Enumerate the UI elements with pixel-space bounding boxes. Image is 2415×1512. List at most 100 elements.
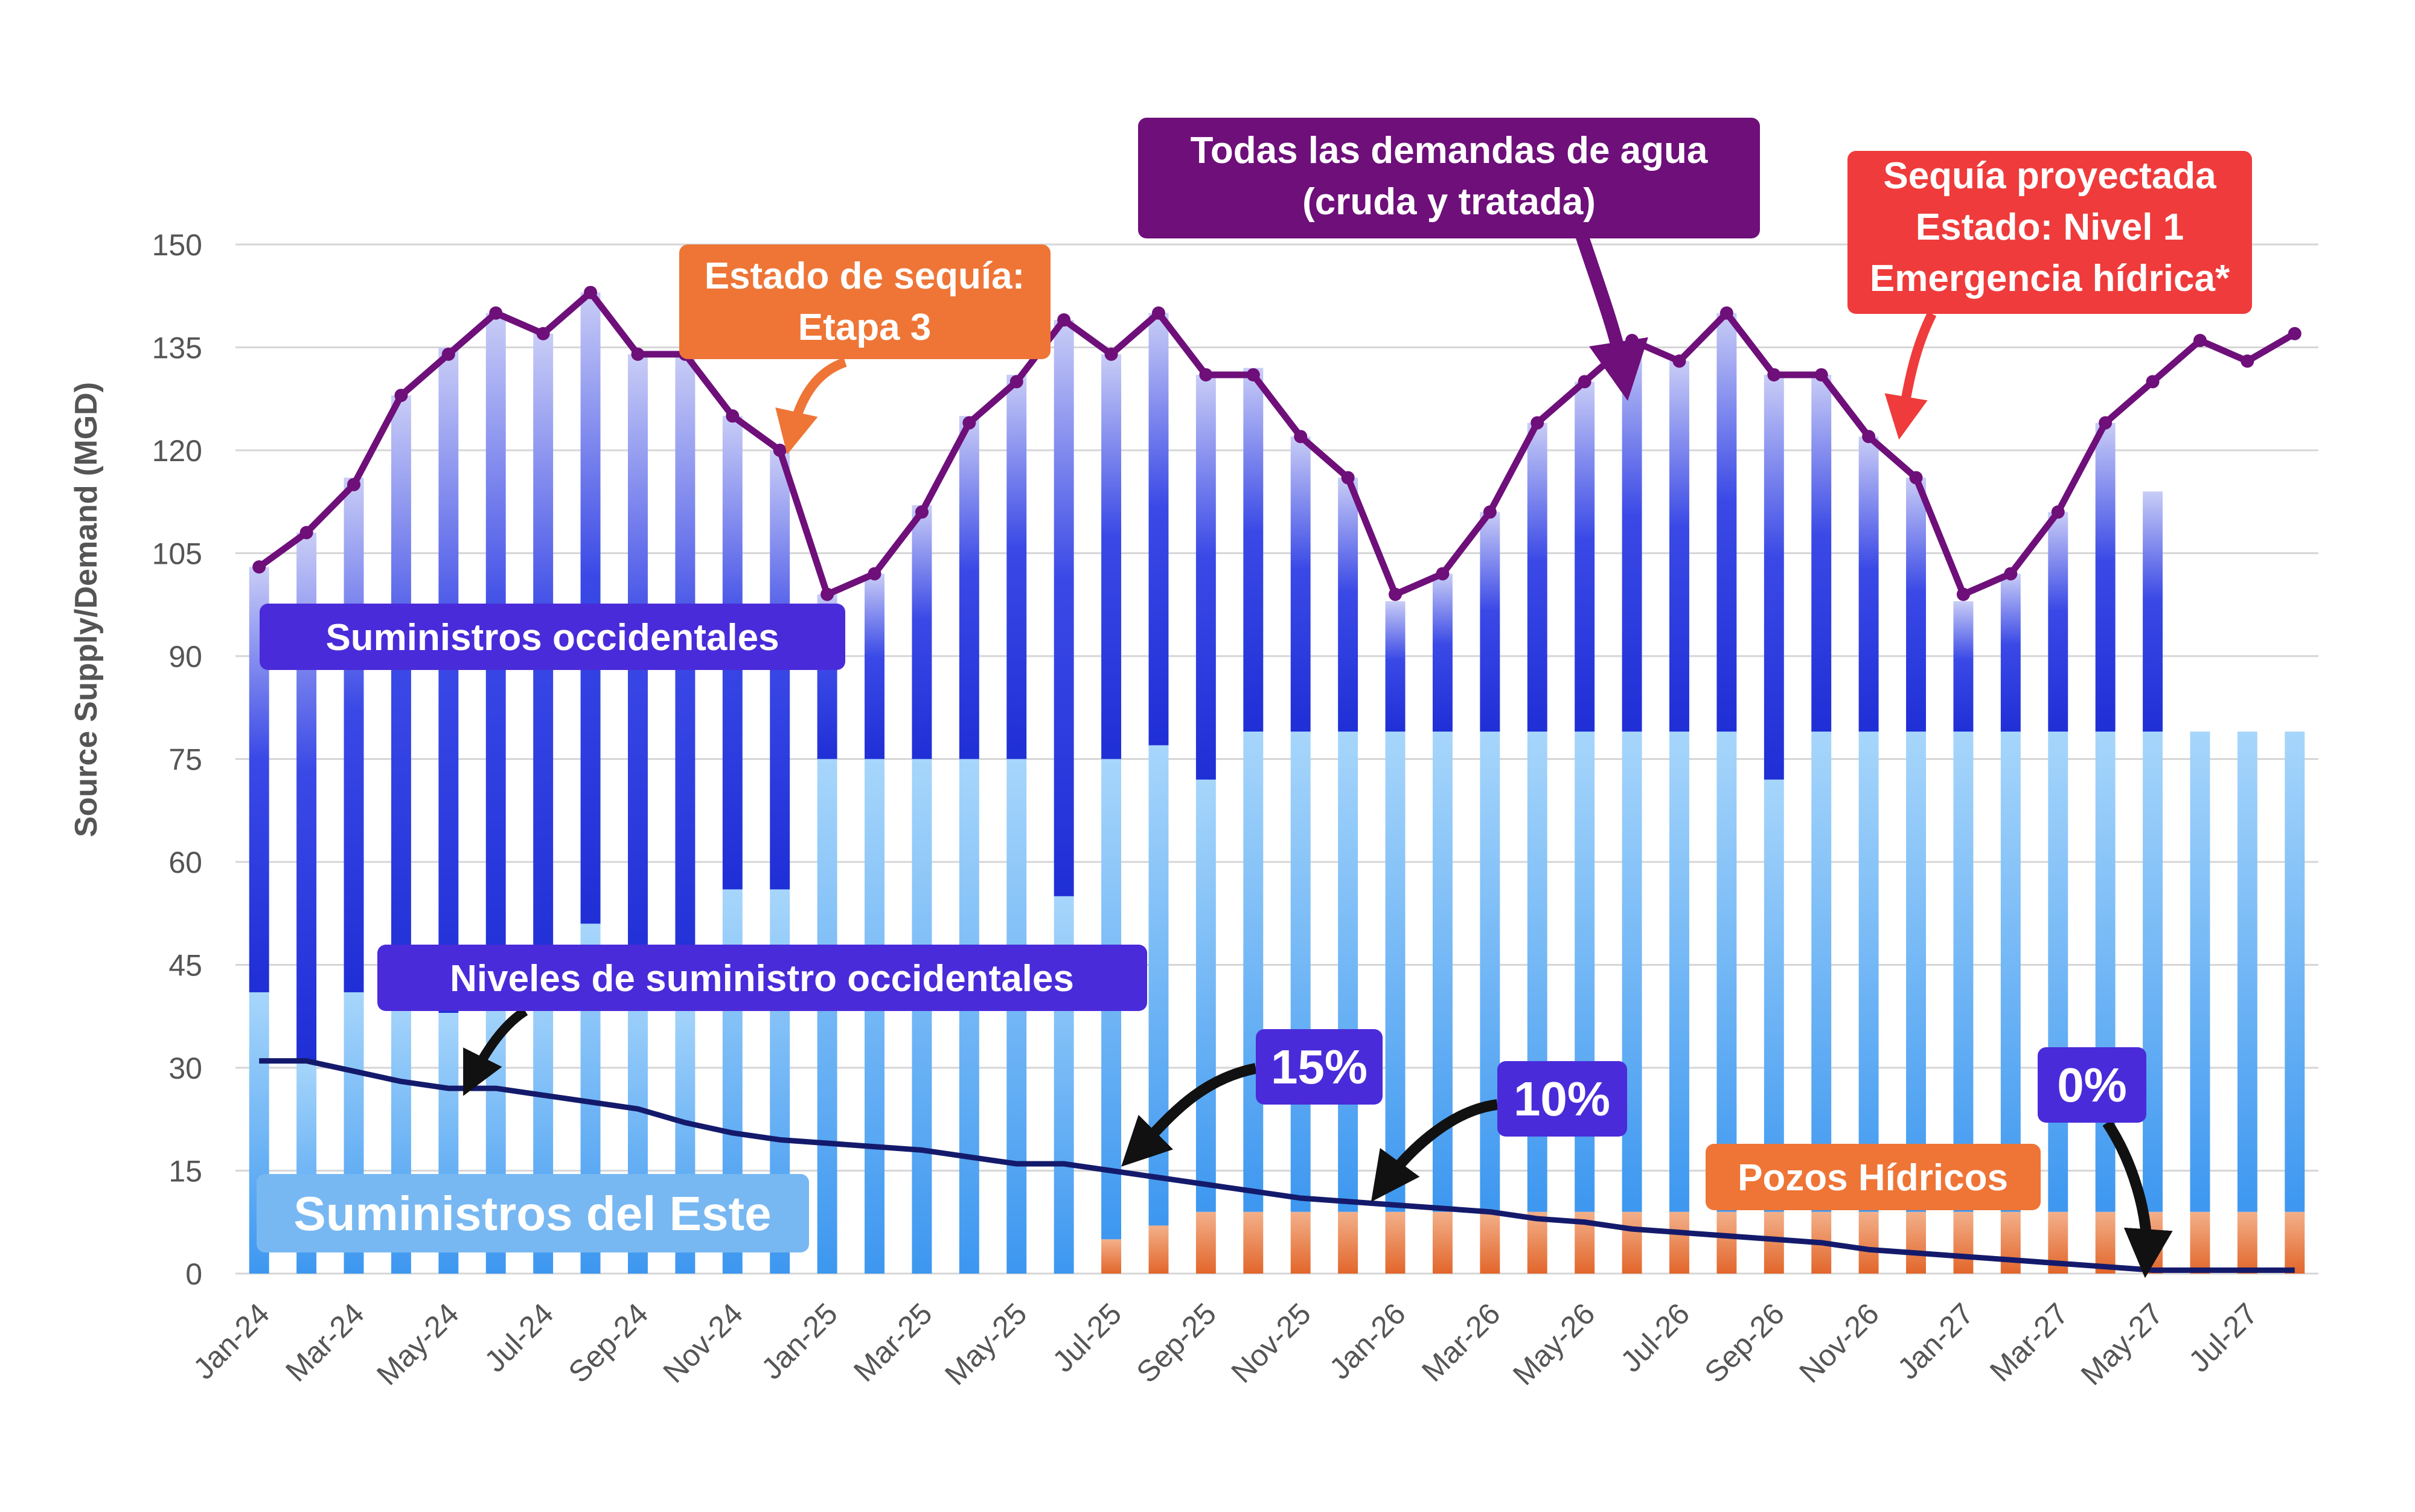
bar-west-supply bbox=[1432, 573, 1453, 732]
bar-east-supply bbox=[1480, 732, 1500, 1212]
bar-west-supply bbox=[2048, 512, 2068, 732]
x-tick-label: Jul-26 bbox=[1614, 1297, 1696, 1379]
bar-west-supply bbox=[1338, 477, 1358, 732]
demand-point bbox=[1057, 313, 1071, 327]
demand-point bbox=[2146, 375, 2160, 389]
demand-point bbox=[584, 285, 598, 299]
x-tick-label: Jul-25 bbox=[1046, 1297, 1128, 1379]
bar-west-supply bbox=[1195, 374, 1216, 780]
bar-wells bbox=[1243, 1211, 1264, 1274]
bar-east-supply bbox=[1858, 732, 1879, 1212]
y-tick-label: 135 bbox=[152, 331, 202, 365]
demand-point bbox=[1151, 306, 1165, 320]
demand-point bbox=[2051, 505, 2065, 519]
demand-point bbox=[347, 477, 361, 491]
bar-wells bbox=[2000, 1211, 2021, 1274]
bar-east-supply bbox=[2285, 732, 2305, 1212]
demand-point bbox=[2288, 327, 2301, 340]
bar-west-supply bbox=[1811, 374, 1832, 732]
bar-east-supply bbox=[2143, 732, 2163, 1212]
bar-west-supply bbox=[344, 477, 364, 992]
bar-wells bbox=[1527, 1211, 1547, 1274]
callout-10-percent: 10% bbox=[1497, 1061, 1627, 1137]
bar-west-supply bbox=[1006, 374, 1027, 759]
bar-east-supply bbox=[1195, 779, 1216, 1212]
bar-wells bbox=[2285, 1211, 2305, 1274]
bar-west-supply bbox=[1953, 601, 1974, 732]
y-tick-label: 105 bbox=[152, 537, 202, 571]
arrow-0 bbox=[2102, 1120, 2173, 1278]
bar-west-supply bbox=[959, 416, 979, 759]
demand-point bbox=[1294, 430, 1308, 444]
svg-text:Pozos Hídricos: Pozos Hídricos bbox=[1738, 1157, 2008, 1199]
callout-east-supplies: Suministros del Este bbox=[257, 1174, 809, 1252]
svg-text:0%: 0% bbox=[2057, 1058, 2127, 1112]
demand-point bbox=[1246, 368, 1260, 381]
demand-point bbox=[394, 389, 408, 403]
x-tick-label: May-25 bbox=[938, 1297, 1033, 1391]
demand-point bbox=[1104, 347, 1118, 361]
demand-point bbox=[1625, 334, 1639, 348]
callout-0-percent: 0% bbox=[2038, 1047, 2146, 1123]
bar-wells bbox=[1669, 1211, 1689, 1274]
svg-text:Suministros del Este: Suministros del Este bbox=[293, 1187, 771, 1240]
lines bbox=[252, 285, 2301, 1273]
demand-point bbox=[2241, 354, 2254, 368]
callout-west-levels: Niveles de suministro occidentales bbox=[377, 945, 1147, 1011]
bar-east-supply bbox=[1527, 732, 1547, 1212]
x-tick-label: Jan-24 bbox=[187, 1297, 276, 1386]
bar-wells bbox=[1432, 1211, 1453, 1274]
bar-east-supply bbox=[865, 759, 884, 1274]
svg-text:Suministros occidentales: Suministros occidentales bbox=[325, 617, 779, 659]
svg-text:Etapa 3: Etapa 3 bbox=[798, 307, 932, 348]
x-tick-label: Jul-27 bbox=[2182, 1297, 2264, 1379]
svg-text:Estado: Nivel 1: Estado: Nivel 1 bbox=[1916, 206, 2184, 248]
bar-west-supply bbox=[1385, 601, 1406, 732]
y-tick-label: 45 bbox=[168, 949, 202, 983]
callout-projected-drought: Sequía proyectada Estado: Nivel 1 Emerge… bbox=[1847, 151, 2252, 314]
bar-west-supply bbox=[2143, 491, 2163, 732]
bar-west-supply bbox=[1622, 340, 1642, 732]
svg-text:15%: 15% bbox=[1271, 1040, 1367, 1094]
demand-point bbox=[962, 416, 976, 430]
bar-east-supply bbox=[1338, 732, 1358, 1212]
bar-wells bbox=[1480, 1211, 1500, 1274]
line-west-supply-levels bbox=[259, 1058, 2295, 1273]
bar-wells bbox=[1716, 1211, 1737, 1274]
x-tick-label: May-26 bbox=[1506, 1297, 1601, 1391]
y-tick-label: 60 bbox=[168, 846, 202, 879]
bar-west-supply bbox=[1243, 368, 1264, 732]
demand-point bbox=[1389, 587, 1403, 601]
demand-point bbox=[1436, 567, 1450, 581]
arrow-projected bbox=[1884, 311, 1937, 440]
x-tick-label: Mar-25 bbox=[847, 1297, 939, 1388]
bar-wells bbox=[1953, 1211, 1974, 1274]
x-tick-label: Jan-25 bbox=[755, 1297, 844, 1386]
demand-point bbox=[2193, 334, 2207, 348]
bar-west-supply bbox=[2095, 423, 2116, 732]
bar-west-supply bbox=[865, 573, 884, 759]
demand-point bbox=[1956, 587, 1970, 601]
x-tick-label: Nov-24 bbox=[656, 1297, 749, 1389]
bar-wells bbox=[1622, 1211, 1642, 1274]
bar-west-supply bbox=[1527, 423, 1547, 732]
svg-text:(cruda y tratada): (cruda y tratada) bbox=[1302, 181, 1596, 223]
svg-text:Estado de sequía:: Estado de sequía: bbox=[705, 255, 1025, 297]
arrow-west-levels bbox=[463, 1007, 528, 1096]
bar-east-supply bbox=[1953, 732, 1974, 1212]
line-total-demand bbox=[257, 289, 2297, 598]
demand-point bbox=[1199, 368, 1213, 381]
demand-point bbox=[820, 587, 834, 601]
bar-east-supply bbox=[817, 759, 837, 1274]
callout-west-supplies: Suministros occidentales bbox=[260, 604, 845, 670]
bar-east-supply bbox=[1290, 732, 1311, 1212]
demand-point bbox=[2099, 416, 2113, 430]
demand-point bbox=[536, 327, 550, 340]
svg-text:10%: 10% bbox=[1514, 1072, 1610, 1126]
y-axis-title: Source Supply/Demand (MGD) bbox=[69, 382, 104, 837]
arrow-demand bbox=[1575, 233, 1648, 401]
demand-point bbox=[1341, 471, 1355, 485]
demand-point bbox=[868, 567, 881, 581]
demand-point bbox=[1009, 375, 1023, 389]
